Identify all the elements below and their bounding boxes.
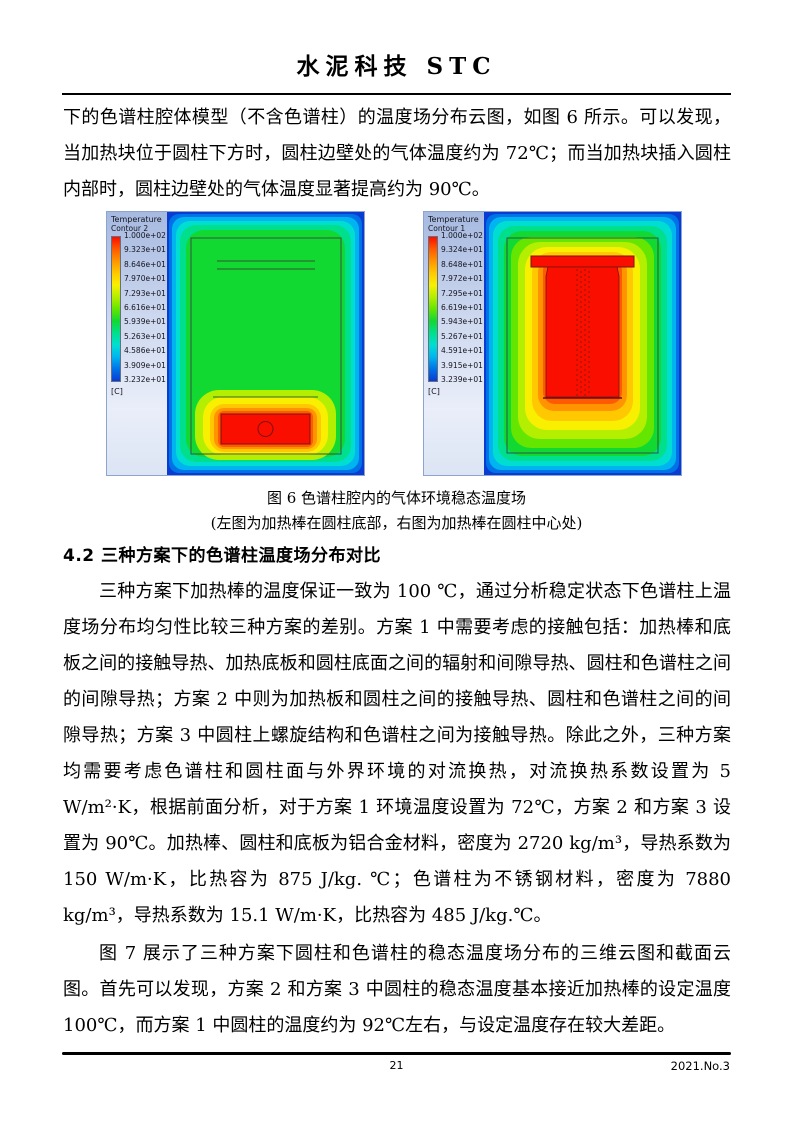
legend-tick-label: 8.648e+01	[441, 259, 483, 269]
legend-tick-label: 7.970e+01	[124, 274, 166, 284]
legend-tick-label: 9.323e+01	[124, 245, 166, 255]
cavity-outline	[506, 237, 659, 454]
legend-colorbar	[111, 236, 121, 382]
column-flange	[530, 255, 635, 268]
header-divider	[62, 93, 731, 95]
footer-divider	[62, 1052, 731, 1055]
legend-tick-label: 1.000e+02	[441, 231, 483, 240]
contour-area-right	[484, 212, 681, 475]
legend-tick-label: 7.972e+01	[441, 274, 483, 284]
cavity-outline	[190, 237, 342, 455]
legend-tick-label: 3.232e+01	[124, 374, 166, 384]
legend-tick-label: 7.293e+01	[124, 288, 166, 298]
legend-tick-label: 6.619e+01	[441, 302, 483, 312]
legend-tick-label: 3.909e+01	[124, 360, 166, 370]
legend-colorbar	[428, 236, 438, 382]
spring-speckles	[576, 269, 590, 396]
legend-tick-label: 4.586e+01	[124, 346, 166, 356]
issue-number: 2021.No.3	[670, 1059, 730, 1073]
contour-window-left: Temperature Contour 2 1.000e+02 9.323e+0…	[106, 211, 365, 476]
legend-tick-label: 3.239e+01	[441, 374, 483, 384]
legend-tick-labels: 1.000e+02 9.324e+01 8.648e+01 7.972e+01 …	[441, 232, 483, 384]
legend-tick-label: 5.263e+01	[124, 331, 166, 341]
page-number: 21	[389, 1059, 404, 1072]
legend-tick-label: 3.915e+01	[441, 360, 483, 370]
paragraph-results: 图 7 展示了三种方案下圆柱和色谱柱的稳态温度场分布的三维云图和截面云图。首先可…	[63, 943, 731, 1036]
legend-unit: [C]	[111, 387, 123, 396]
legend-left: Temperature Contour 2 1.000e+02 9.323e+0…	[107, 212, 167, 475]
contour-window-right: Temperature Contour 1 1.000e+02 9.324e+0…	[423, 211, 682, 476]
right-contour-plot	[484, 212, 681, 475]
legend-tick-label: 8.646e+01	[124, 259, 166, 269]
legend-subtitle: Contour 2	[111, 224, 149, 233]
legend-title: Temperature	[428, 215, 479, 224]
legend-right: Temperature Contour 1 1.000e+02 9.324e+0…	[424, 212, 484, 475]
legend-tick-label: 1.000e+02	[124, 231, 166, 240]
heating-rod-section	[257, 421, 274, 437]
contour-area-left	[167, 212, 364, 475]
legend-tick-label: 4.591e+01	[441, 346, 483, 356]
legend-tick-label: 5.267e+01	[441, 331, 483, 341]
legend-tick-label: 5.939e+01	[124, 317, 166, 327]
column-body	[545, 266, 620, 398]
figure6-caption-note: (左图为加热棒在圆柱底部，右图为加热棒在圆柱中心处)	[210, 514, 583, 532]
section-heading-4-2: 4.2 三种方案下的色谱柱温度场分布对比	[63, 546, 382, 566]
journal-header-title: 水泥科技 STC	[296, 53, 497, 80]
legend-tick-label: 9.324e+01	[441, 245, 483, 255]
paragraph-methods: 三种方案下加热棒的温度保证一致为 100 ℃，通过分析稳定状态下色谱柱上温度场分…	[63, 581, 731, 926]
legend-tick-labels: 1.000e+02 9.323e+01 8.646e+01 7.970e+01 …	[124, 232, 166, 384]
paragraph-intro: 下的色谱柱腔体模型（不含色谱柱）的温度场分布云图，如图 6 所示。可以发现，当加…	[63, 107, 731, 200]
legend-title: Temperature	[111, 215, 162, 224]
legend-tick-label: 6.616e+01	[124, 302, 166, 312]
legend-tick-label: 5.943e+01	[441, 317, 483, 327]
figure6-plots: Temperature Contour 2 1.000e+02 9.323e+0…	[106, 211, 682, 476]
legend-unit: [C]	[428, 387, 440, 396]
legend-tick-label: 7.295e+01	[441, 288, 483, 298]
figure6-caption: 图 6 色谱柱腔内的气体环境稳态温度场	[266, 489, 527, 507]
left-contour-plot	[167, 212, 364, 475]
legend-subtitle: Contour 1	[428, 224, 466, 233]
